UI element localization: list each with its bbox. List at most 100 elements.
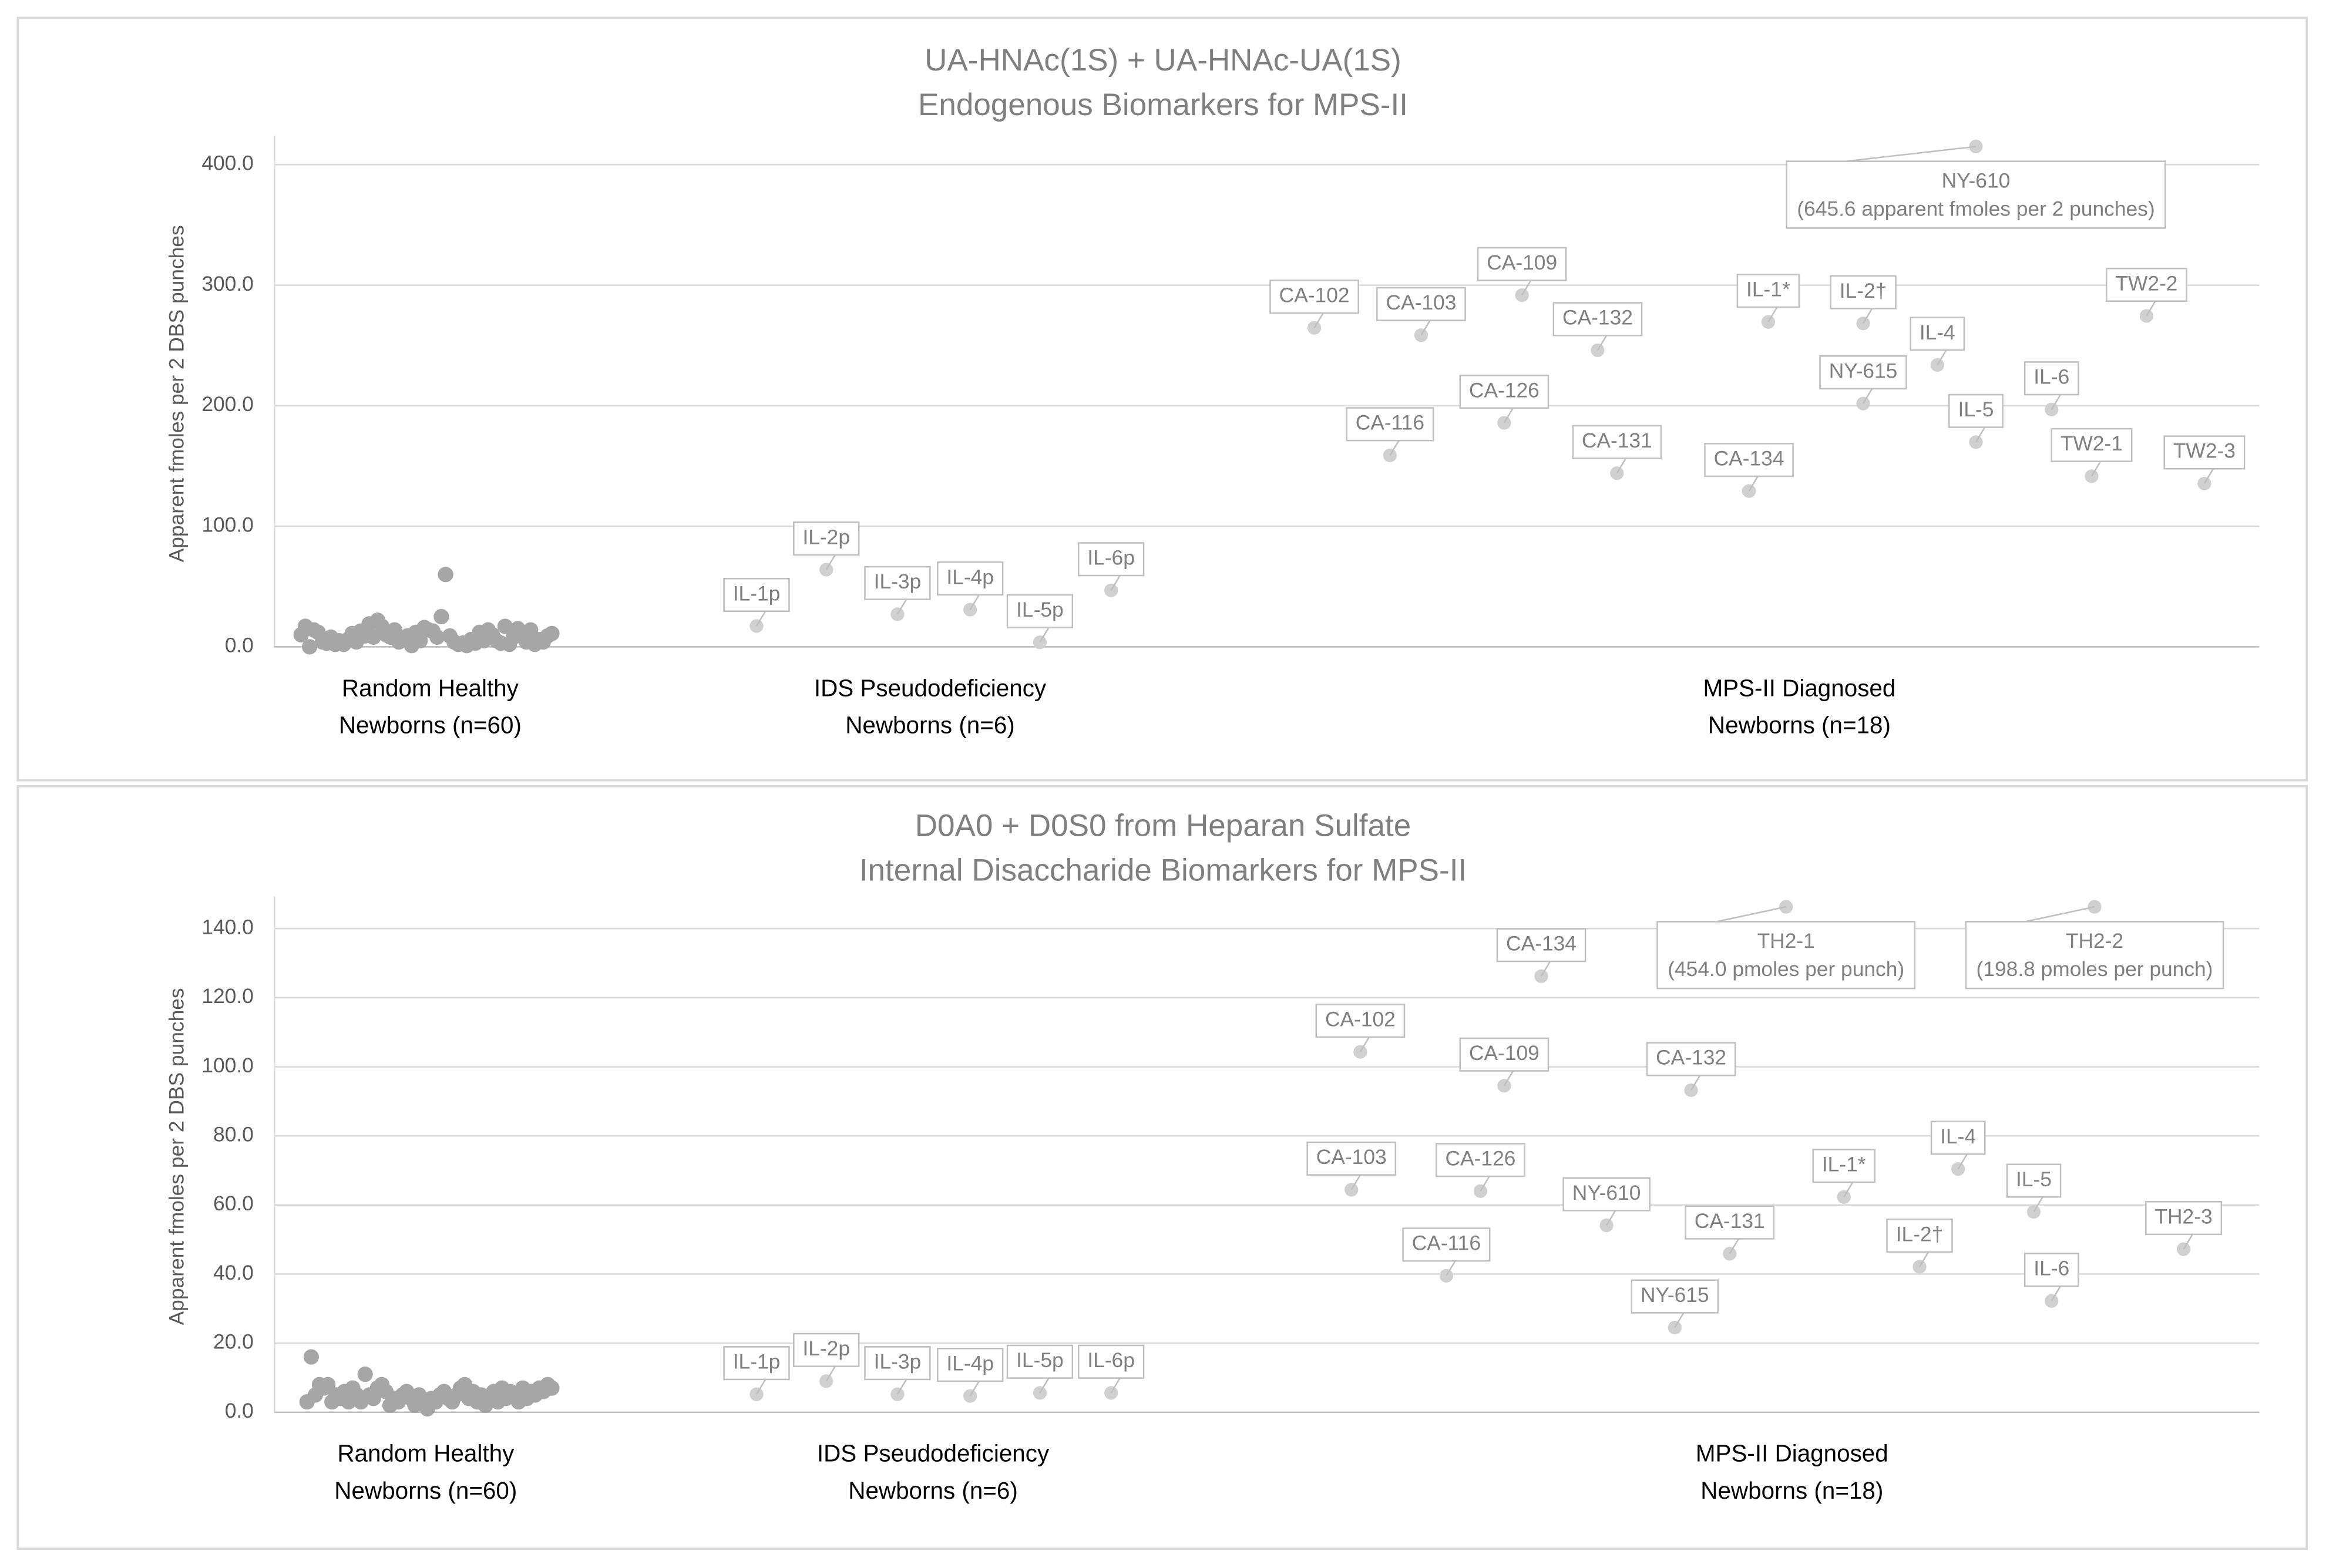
category-label: IDS Pseudodeficiency	[814, 674, 1047, 701]
data-point	[749, 619, 764, 633]
y-tick-label: 20.0	[213, 1330, 254, 1353]
point-label: CA-103	[1316, 1146, 1387, 1169]
callout-box	[1346, 407, 1434, 442]
callout-box	[1006, 594, 1074, 628]
callout: TW2-1	[2051, 428, 2133, 477]
callout-box	[2024, 361, 2079, 396]
callout: NY-615	[1819, 355, 1907, 404]
callout: IL-3p	[864, 1346, 931, 1395]
callout-box	[1819, 355, 1907, 390]
point-label: CA-109	[1487, 251, 1557, 274]
callout-box	[723, 577, 790, 613]
callout-box	[1269, 280, 1359, 314]
point-label: CA-132	[1656, 1047, 1726, 1069]
callout-pointer	[1748, 476, 1759, 492]
callout-pointer	[1843, 1182, 1854, 1197]
point-label: CA-102	[1325, 1008, 1396, 1031]
point-label: NY-610	[1942, 169, 2011, 192]
point-label: CA-134	[1714, 447, 1784, 470]
chart-title: D0A0 + D0S0 from Heparan Sulfate	[915, 809, 1411, 843]
y-axis-label: Apparent fmoles per 2 DBS punches	[165, 225, 188, 562]
callout-box	[1006, 1344, 1074, 1379]
callout: IL-1*	[1812, 1149, 1875, 1197]
callout-box	[792, 521, 860, 556]
callout-pointer	[755, 1379, 767, 1395]
callout: CA-132	[1646, 1042, 1736, 1091]
callout-box	[2163, 435, 2246, 470]
callout-pointer	[1957, 1153, 1968, 1170]
callout: IL-6	[2024, 1253, 2079, 1301]
callout-pointer	[969, 594, 980, 610]
point-label: CA-131	[1695, 1210, 1765, 1233]
data-point	[303, 1349, 319, 1365]
data-point	[1534, 969, 1548, 983]
callout-pointer	[1862, 388, 1873, 404]
data-point	[819, 1374, 833, 1388]
point-label: CA-126	[1469, 379, 1540, 402]
category-label: Newborns (n=6)	[845, 711, 1015, 738]
callout-pointer	[1674, 1312, 1685, 1328]
point-label: NY-615	[1641, 1284, 1709, 1307]
y-tick-label: 0.0	[225, 634, 254, 657]
callout-box	[1812, 1149, 1875, 1183]
callout: CA-109	[1477, 247, 1567, 296]
data-point	[433, 608, 449, 625]
callout-pointer	[969, 1381, 980, 1397]
callout-pointer	[1767, 307, 1778, 322]
data-point	[1668, 1321, 1682, 1335]
chart-subtitle: Endogenous Biomarkers for MPS-II	[918, 88, 1408, 122]
data-point	[429, 629, 445, 645]
point-label: IL-4	[1920, 321, 1955, 344]
callout-box	[1459, 1037, 1549, 1072]
callout-box	[2051, 428, 2133, 462]
point-label: IL-6p	[1087, 547, 1135, 570]
point-label: TH2-3	[2154, 1205, 2212, 1228]
callout-pointer	[1389, 440, 1400, 456]
callout-pointer	[825, 554, 836, 570]
callout-box	[1552, 302, 1643, 337]
callout-pointer	[1313, 312, 1324, 328]
callout: IL-1p	[723, 1346, 790, 1395]
panel-border	[16, 16, 2308, 782]
callout-pointer	[1521, 280, 1532, 296]
callout-pointer	[1446, 1260, 1456, 1277]
point-label: CA-132	[1562, 307, 1633, 329]
data-point	[2139, 309, 2154, 323]
chart-subtitle: Internal Disaccharide Biomarkers for MPS…	[859, 853, 1467, 887]
callout-box	[1948, 393, 2004, 428]
callout-box	[1965, 921, 2224, 990]
callout: TW2-2	[2105, 267, 2187, 317]
callout: IL-3p	[864, 566, 931, 615]
callout-box	[1477, 247, 1567, 281]
point-label: IL-6	[2033, 366, 2069, 389]
data-point	[1104, 1386, 1118, 1400]
callout-box	[1736, 274, 1800, 308]
callout-pointer	[1350, 1174, 1361, 1190]
y-tick-label: 400.0	[201, 152, 253, 175]
callout: CA-131	[1685, 1205, 1775, 1254]
category-label: IDS Pseudodeficiency	[817, 1440, 1050, 1467]
point-label: IL-5p	[1016, 598, 1064, 621]
callout: CA-116	[1402, 1227, 1491, 1277]
callout-pointer	[2203, 468, 2214, 484]
callout: CA-126	[1459, 374, 1549, 423]
callout-box	[1436, 1143, 1525, 1177]
callout: IL-6p	[1077, 1344, 1145, 1394]
callout-box	[2006, 1163, 2062, 1198]
callout: IL-5p	[1006, 1344, 1074, 1394]
category-label: Random Healthy	[337, 1440, 515, 1467]
callout-pointer	[1937, 349, 1947, 366]
point-label: IL-1*	[1822, 1153, 1866, 1176]
callout: CA-102	[1269, 280, 1359, 328]
chart-title: UA-HNAc(1S) + UA-HNAc-UA(1S)	[925, 43, 1401, 78]
callout-box	[1077, 542, 1145, 577]
callout: NY-610	[1562, 1177, 1651, 1226]
category-label: Newborns (n=18)	[1708, 711, 1891, 738]
y-tick-label: 60.0	[213, 1192, 254, 1215]
point-label: IL-5	[2016, 1168, 2052, 1191]
callout-box	[864, 1346, 931, 1381]
data-point	[1353, 1045, 1367, 1059]
data-point	[1684, 1083, 1698, 1098]
callout-box	[792, 1333, 860, 1367]
